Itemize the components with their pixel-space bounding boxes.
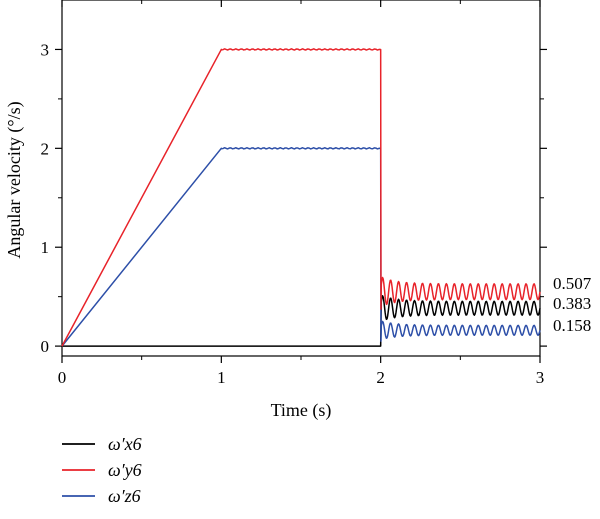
- x-tick-label: 0: [58, 368, 67, 387]
- end-value-label: 0.507: [553, 274, 592, 293]
- legend-label: ω′y6: [108, 460, 142, 480]
- series-line-1: [61, 48, 541, 347]
- y-tick-label: 3: [41, 40, 50, 59]
- y-axis-label: Angular velocity (°/s): [4, 101, 25, 258]
- y-tick-label: 1: [41, 238, 50, 257]
- legend-label: ω′x6: [108, 434, 142, 454]
- end-value-label: 0.158: [553, 316, 591, 335]
- series-line-0: [62, 295, 541, 347]
- series-line-2: [61, 146, 541, 347]
- x-tick-label: 2: [376, 368, 385, 387]
- plot-frame: [61, 0, 541, 357]
- legend: ω′x6 ω′y6 ω′z6: [62, 434, 142, 506]
- y-tick-label: 2: [41, 139, 50, 158]
- y-tick-label: 0: [41, 337, 50, 356]
- x-axis-label: Time (s): [271, 400, 332, 421]
- end-value-label: 0.383: [553, 294, 591, 313]
- x-tick-label: 3: [536, 368, 545, 387]
- legend-label: ω′z6: [108, 486, 141, 506]
- x-tick-label: 1: [217, 368, 226, 387]
